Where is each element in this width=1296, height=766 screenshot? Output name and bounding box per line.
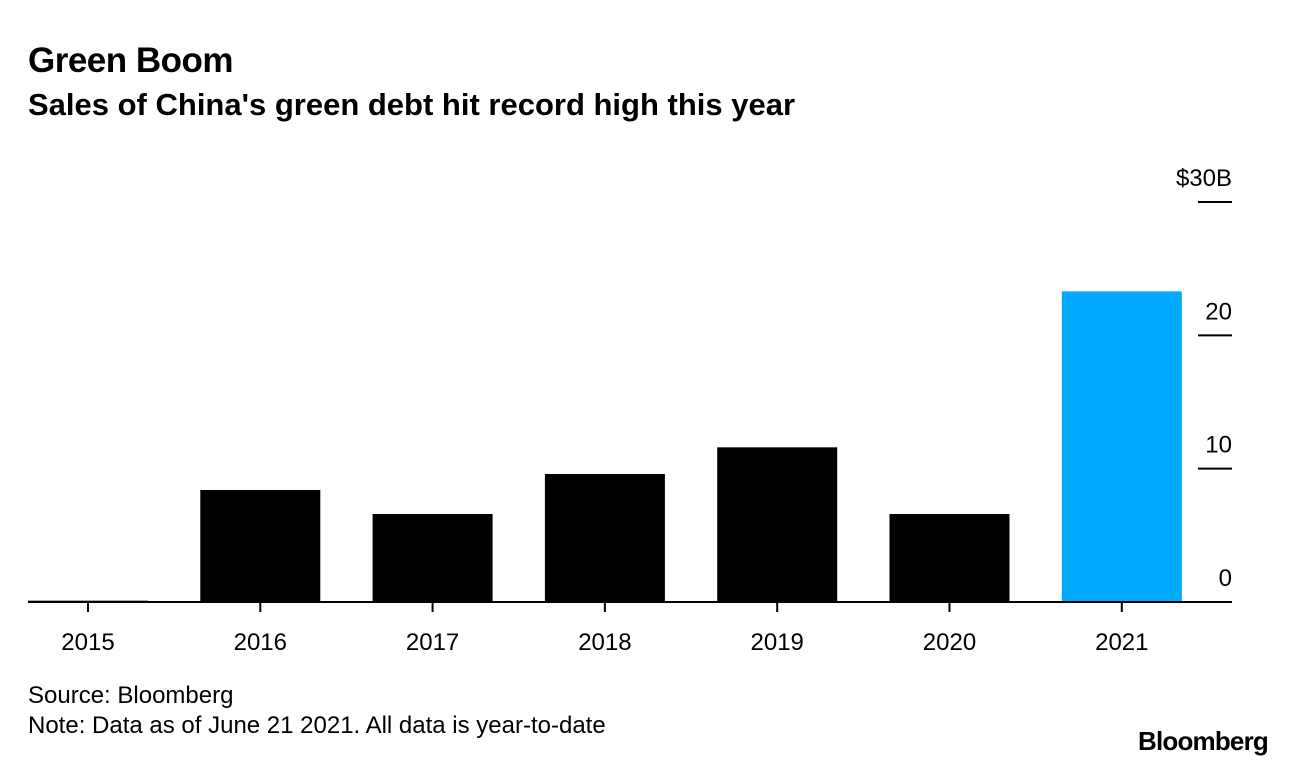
chart-title: Green Boom [28, 41, 234, 80]
x-tick-label-2021: 2021 [1095, 629, 1148, 656]
y-tick-label-30: $30B [1176, 165, 1232, 192]
x-tick-label-2020: 2020 [923, 629, 976, 656]
y-tick-label-10: 10 [1205, 432, 1232, 459]
x-tick-label-2016: 2016 [234, 629, 287, 656]
x-tick-label-2015: 2015 [61, 629, 114, 656]
x-tick-label-2017: 2017 [406, 629, 459, 656]
bar-2020 [889, 514, 1010, 602]
bar-2017 [372, 514, 493, 602]
x-tick-label-2018: 2018 [578, 629, 631, 656]
y-tick-label-0: 0 [1219, 565, 1232, 592]
bar-2018 [544, 474, 665, 602]
data-note: Note: Data as of June 21 2021. All data … [28, 712, 606, 739]
bar-2016 [200, 490, 321, 602]
x-tick-label-2019: 2019 [751, 629, 804, 656]
bloomberg-logo: Bloomberg [1137, 726, 1269, 756]
bar-2021 [1061, 291, 1182, 602]
bar-2019 [717, 447, 838, 602]
y-tick-label-20: 20 [1205, 298, 1232, 325]
source-note: Source: Bloomberg [28, 682, 234, 709]
chart-subtitle: Sales of China's green debt hit record h… [28, 87, 796, 122]
